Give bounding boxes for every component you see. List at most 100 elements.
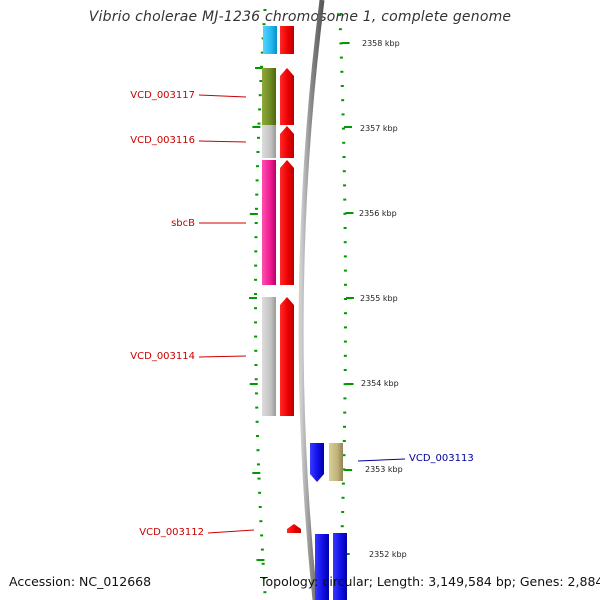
tick-mark [254,222,258,224]
tick-mark [256,136,260,139]
tick-mark [255,406,259,409]
cog-block-gray [262,297,276,416]
tick-mark [340,70,344,73]
tick-mark [341,511,345,513]
tick-mark [343,411,347,414]
tick-mark [342,440,346,442]
gene-label[interactable]: VCD_003112 [139,527,204,538]
tick-mark [340,85,344,87]
tick-major [255,67,264,69]
tick-mark [254,207,258,210]
tick-mark [343,198,347,201]
gene-arrow-forward [280,160,294,285]
tick-mark [343,425,347,428]
tick-mark [343,354,347,357]
tick-mark [343,283,347,286]
tick-mark [254,364,258,366]
tick-mark [260,548,264,551]
tick-mark [254,264,258,267]
tick-mark [255,420,259,423]
cog-block-khaki [329,443,343,481]
tick-mark [260,51,264,54]
tick-mark [342,170,346,173]
tick-mark [256,463,260,466]
tick-mark [343,269,347,272]
tick-mark [256,435,260,437]
tick-mark [259,80,263,82]
tick-mark [254,293,258,295]
tick-mark [263,9,267,11]
tick-mark [341,127,345,130]
tick-mark [342,156,346,158]
gene-leader-line [198,140,247,143]
tick-mark [254,349,258,352]
ruler-label: 2353 kbp [365,465,403,474]
tick-mark [256,165,260,168]
tick-major [345,297,354,299]
tick-mark [255,179,259,182]
tick-mark [343,340,347,343]
genome-backbone [298,0,325,600]
gene-label[interactable]: sbcB [171,218,195,229]
gene-arrow-reverse [333,533,347,600]
tick-mark [254,250,258,253]
tick-mark [257,122,261,125]
gene-leader-line [198,94,247,98]
gene-label[interactable]: VCD_003113 [409,453,474,464]
tick-major [249,213,258,215]
tick-mark [339,56,343,59]
tick-mark [340,525,344,528]
tick-mark [254,307,258,310]
tick-mark [258,506,262,508]
gene-leader-line [198,355,247,358]
map-title: Vibrio cholerae MJ-1236 chromosome 1, co… [88,9,512,25]
tick-mark [342,468,346,471]
gene-arrow-forward [280,297,294,416]
cog-blocks [262,26,343,481]
tick-mark [262,23,266,26]
tick-mark [339,42,343,45]
gene-label[interactable]: VCD_003114 [130,351,195,362]
tick-mark [257,477,261,480]
tick-mark [343,241,347,244]
tick-mark [343,383,347,386]
tick-major [252,126,261,128]
tick-mark [341,113,345,116]
tick-mark [341,482,345,485]
tick-mark [254,378,258,381]
accession-text: Accession: NC_012668 [9,574,152,589]
tick-mark [259,520,263,523]
genome-summary-text: Topology: circular; Length: 3,149,584 bp… [260,574,600,589]
gene-label[interactable]: VCD_003117 [130,90,195,101]
ruler-label: 2358 kbp [362,39,400,48]
tick-mark [254,335,258,338]
tick-mark [343,227,347,229]
tick-mark [343,184,347,187]
tick-major [249,383,258,385]
tick-mark [343,255,347,258]
gene-labels: VCD_003117 VCD_003116 sbcB VCD_003114 VCD_00… [130,90,473,538]
gene-arrow-forward [280,68,294,125]
tick-mark [341,99,345,102]
tick-mark [343,369,347,371]
gene-label[interactable]: VCD_003116 [130,135,195,146]
tick-mark [254,236,258,239]
ruler-label: 2352 kbp [369,550,407,559]
tick-mark [254,278,258,281]
tick-mark [338,14,342,16]
tick-major [341,42,350,44]
tick-mark [256,151,260,153]
gene-arrow-forward [280,126,294,158]
cog-block-olive [262,68,276,125]
gene-arrow-reverse [310,443,324,482]
gene-leader-line [207,529,255,534]
tick-major [343,126,352,128]
tick-mark [343,312,347,315]
tick-mark [343,212,347,215]
tick-major [256,559,265,561]
tick-mark [343,397,347,400]
ruler-label: 2356 kbp [359,209,397,218]
tick-mark [342,454,346,457]
tick-mark [258,94,262,97]
